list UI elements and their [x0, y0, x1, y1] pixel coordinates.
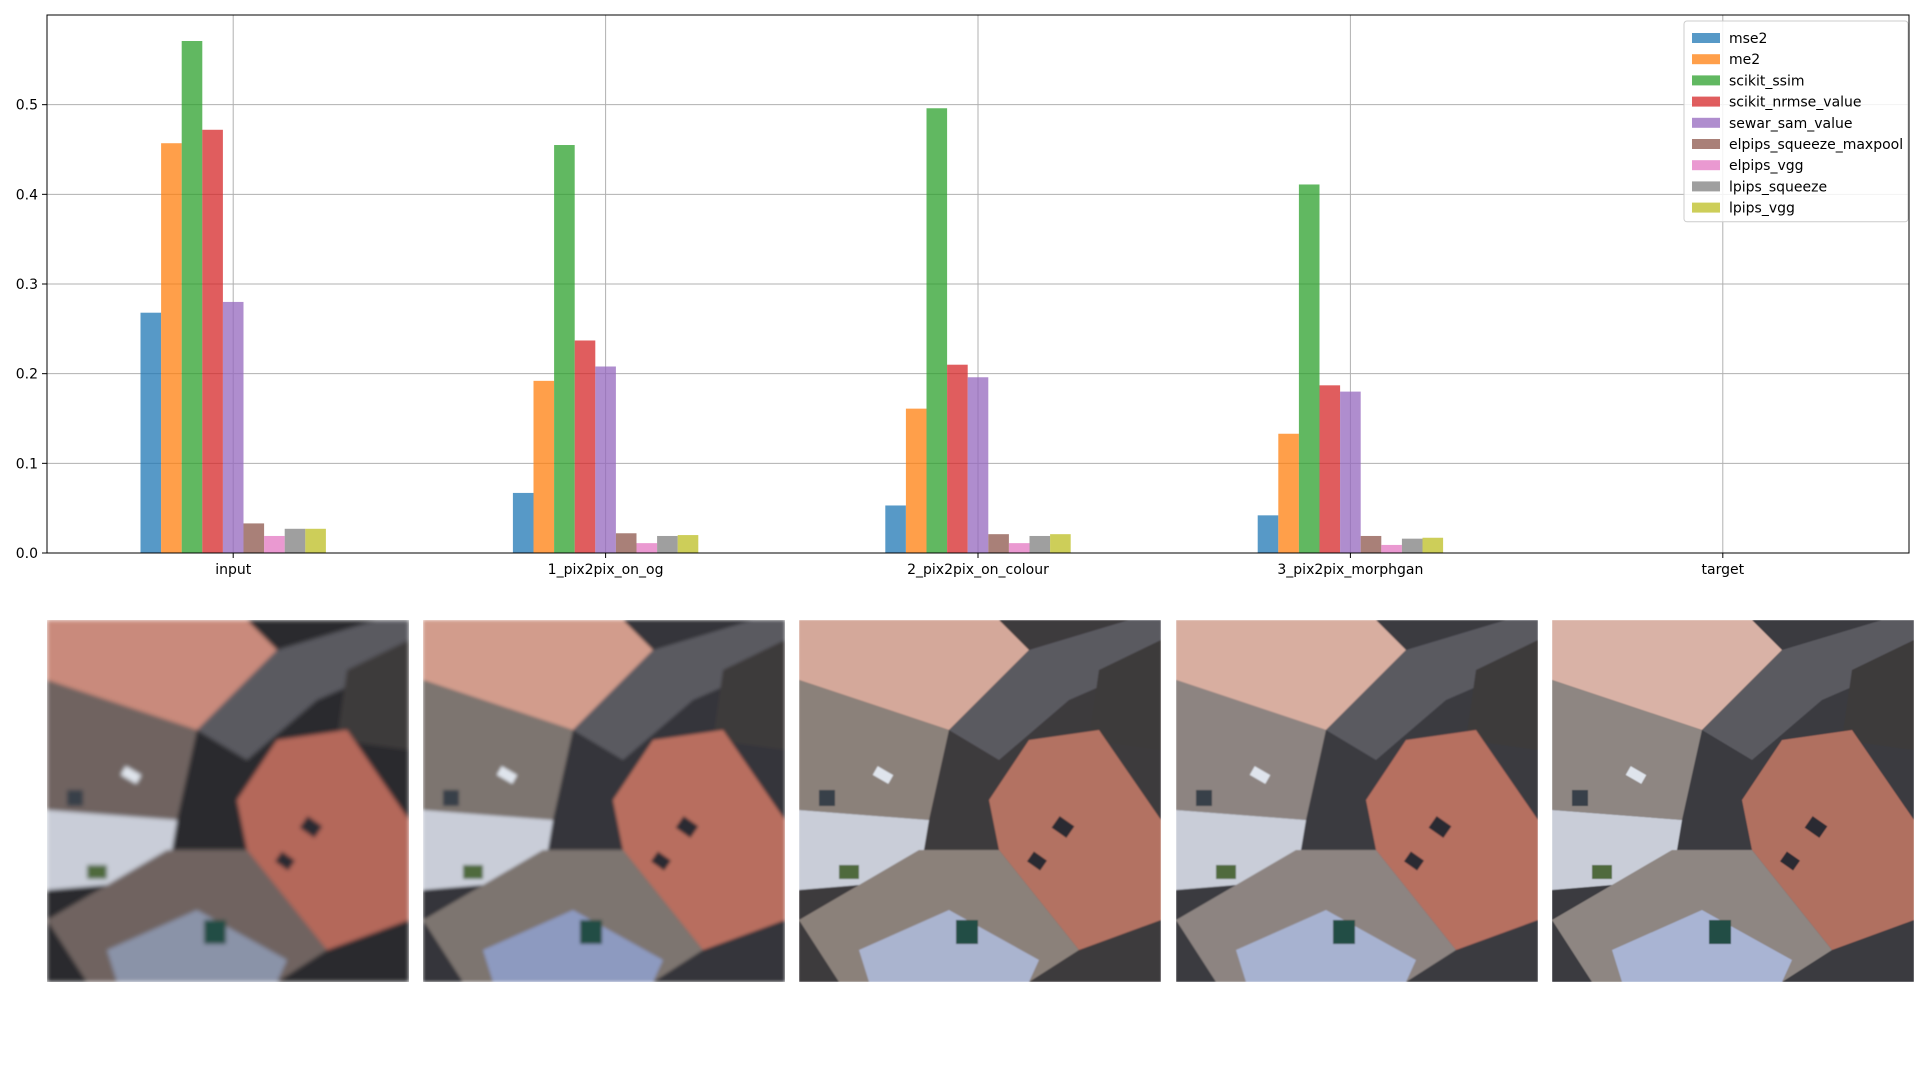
bar-lpips_squeeze	[1029, 535, 1051, 553]
x-tick-label: 2_pix2pix_on_colour	[907, 562, 1049, 578]
bar-scikit_ssim	[926, 108, 948, 554]
bar-lpips_vgg	[1050, 534, 1071, 553]
pix2pix-morphgan-image	[1176, 620, 1538, 982]
input-image-drawing	[47, 620, 409, 982]
bar-lpips_vgg	[305, 528, 326, 553]
legend-swatch-sewar_sam_value	[1692, 117, 1720, 128]
legend-label-lpips_squeeze: lpips_squeeze	[1729, 179, 1827, 195]
bar-me2	[161, 143, 182, 553]
bar-lpips_squeeze	[1401, 538, 1423, 553]
legend-swatch-elpips_squeeze_maxpool	[1692, 139, 1720, 149]
legend-box	[1683, 20, 1909, 223]
pix2pix-on-colour-image-drawing	[799, 620, 1161, 982]
bar-elpips_squeeze_maxpool	[615, 533, 637, 553]
legend-label-mse2: mse2	[1729, 31, 1767, 47]
legend-swatch-me2	[1692, 54, 1720, 65]
y-tick-label: 0.3	[16, 277, 38, 293]
legend-label-scikit_nrmse_value: scikit_nrmse_value	[1729, 95, 1862, 111]
bar-scikit_nrmse_value	[574, 340, 596, 553]
input-image	[47, 620, 409, 982]
legend-swatch-lpips_squeeze	[1692, 181, 1720, 192]
bar-sewar_sam_value	[595, 366, 616, 553]
y-tick-label: 0.2	[16, 367, 38, 383]
legend-label-scikit_ssim: scikit_ssim	[1729, 73, 1804, 89]
bar-elpips_vgg	[636, 543, 658, 553]
bar-scikit_nrmse_value	[947, 364, 968, 553]
bar-lpips_squeeze	[284, 528, 306, 553]
x-tick-label: 1_pix2pix_on_og	[548, 562, 664, 578]
pix2pix-morphgan-image-drawing	[1176, 620, 1538, 982]
y-tick-label: 0.0	[16, 546, 38, 562]
bar-scikit_nrmse_value	[202, 129, 223, 554]
legend-swatch-mse2	[1692, 33, 1720, 43]
bar-elpips_squeeze_maxpool	[988, 534, 1009, 553]
legend-swatch-scikit_ssim	[1692, 75, 1720, 86]
bar-chart: 0.0 0.1 0.2 0.3 0.4 0.5 input 1_pix2pix_on_og 2_…	[16, 14, 1910, 578]
bar-mse2	[512, 492, 534, 553]
bar-elpips_vgg	[1008, 543, 1030, 553]
bar-mse2	[1257, 515, 1279, 553]
legend-swatch-scikit_nrmse_value	[1692, 96, 1720, 107]
legend-label-elpips_vgg: elpips_vgg	[1729, 158, 1804, 174]
bar-sewar_sam_value	[1340, 391, 1361, 553]
bar-scikit_nrmse_value	[1319, 385, 1341, 553]
bar-me2	[1278, 433, 1299, 553]
bar-elpips_squeeze_maxpool	[243, 523, 265, 553]
target-image	[1552, 620, 1914, 982]
pix2pix-on-colour-image	[799, 620, 1161, 982]
pix2pix-on-og-image	[423, 620, 785, 982]
bar-me2	[533, 380, 555, 553]
bar-mse2	[140, 312, 162, 553]
x-tick-label: target	[1702, 562, 1745, 578]
legend-label-lpips_vgg: lpips_vgg	[1729, 201, 1795, 217]
bar-sewar_sam_value	[222, 301, 244, 553]
legend-label-me2: me2	[1729, 52, 1760, 68]
x-tick-label: input	[215, 562, 252, 578]
bar-scikit_ssim	[554, 145, 575, 553]
bar-me2	[905, 408, 927, 553]
y-tick-label: 0.4	[16, 187, 38, 203]
legend-label-elpips_squeeze_maxpool: elpips_squeeze_maxpool	[1729, 137, 1903, 153]
bar-elpips_vgg	[1381, 544, 1402, 553]
legend-swatch-elpips_vgg	[1692, 160, 1720, 171]
x-tick-label: 3_pix2pix_morphgan	[1277, 562, 1423, 578]
pix2pix-on-og-image-drawing	[423, 620, 785, 982]
bar-scikit_ssim	[1298, 184, 1320, 553]
bar-scikit_ssim	[181, 41, 203, 554]
y-tick-label: 0.1	[16, 456, 38, 472]
legend-label-sewar_sam_value: sewar_sam_value	[1729, 116, 1852, 132]
bar-elpips_vgg	[264, 535, 285, 553]
target-image-drawing	[1552, 620, 1914, 982]
bar-lpips_vgg	[677, 535, 699, 553]
bar-elpips_squeeze_maxpool	[1360, 535, 1382, 553]
y-tick-label: 0.5	[16, 98, 38, 114]
bar-mse2	[885, 505, 906, 553]
legend-swatch-lpips_vgg	[1692, 202, 1720, 213]
bar-lpips_squeeze	[657, 535, 678, 553]
bar-lpips_vgg	[1422, 537, 1444, 553]
bar-sewar_sam_value	[967, 377, 989, 553]
